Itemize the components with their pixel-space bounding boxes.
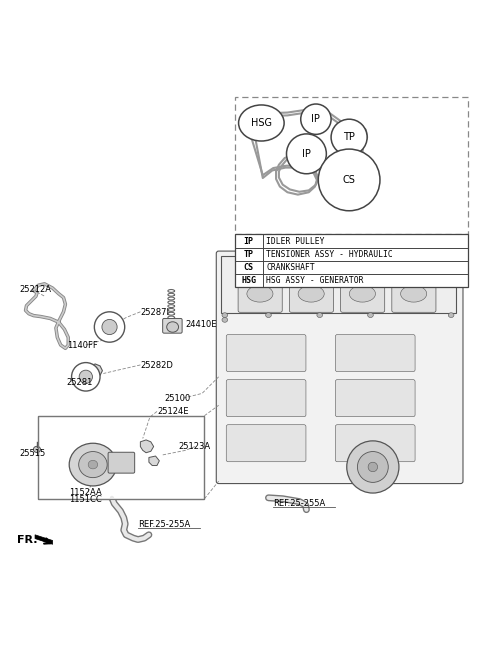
FancyBboxPatch shape xyxy=(336,380,415,417)
Text: IP: IP xyxy=(302,149,311,159)
Bar xyxy=(235,97,468,235)
Ellipse shape xyxy=(72,362,100,391)
Ellipse shape xyxy=(265,313,271,317)
Text: HSG: HSG xyxy=(241,275,256,284)
Text: REF.25-255A: REF.25-255A xyxy=(273,500,325,508)
Text: CRANKSHAFT: CRANKSHAFT xyxy=(266,263,315,271)
FancyBboxPatch shape xyxy=(336,335,415,371)
Ellipse shape xyxy=(298,286,324,302)
FancyBboxPatch shape xyxy=(289,261,334,313)
Text: 1151CC: 1151CC xyxy=(69,494,102,504)
Text: 25212A: 25212A xyxy=(19,284,51,294)
Text: 25281: 25281 xyxy=(67,379,93,387)
Text: TP: TP xyxy=(343,132,355,142)
Text: 25287I: 25287I xyxy=(140,308,169,317)
Ellipse shape xyxy=(287,134,326,174)
Ellipse shape xyxy=(247,286,273,302)
Text: 24410E: 24410E xyxy=(185,320,217,329)
Text: 25282D: 25282D xyxy=(140,362,173,370)
Bar xyxy=(38,416,204,499)
Ellipse shape xyxy=(79,370,93,383)
FancyBboxPatch shape xyxy=(226,335,306,371)
Text: TENSIONER ASSY - HYDRAULIC: TENSIONER ASSY - HYDRAULIC xyxy=(266,250,393,258)
Polygon shape xyxy=(140,440,154,453)
Text: IP: IP xyxy=(243,237,253,245)
Text: 1152AA: 1152AA xyxy=(69,488,102,496)
Polygon shape xyxy=(79,364,102,384)
Ellipse shape xyxy=(347,441,399,493)
FancyBboxPatch shape xyxy=(163,318,182,333)
Ellipse shape xyxy=(95,312,125,342)
Text: IDLER PULLEY: IDLER PULLEY xyxy=(266,237,324,245)
FancyBboxPatch shape xyxy=(392,261,436,313)
Text: FR.: FR. xyxy=(17,534,37,545)
Ellipse shape xyxy=(317,313,323,317)
Text: 25100: 25100 xyxy=(164,394,191,403)
Bar xyxy=(221,256,456,313)
Ellipse shape xyxy=(448,313,454,317)
Ellipse shape xyxy=(401,286,427,302)
Bar xyxy=(235,235,468,286)
Polygon shape xyxy=(35,535,53,544)
Text: REF.25-255A: REF.25-255A xyxy=(138,521,190,529)
Text: 25515: 25515 xyxy=(19,449,46,458)
FancyBboxPatch shape xyxy=(336,424,415,462)
FancyBboxPatch shape xyxy=(226,424,306,462)
Ellipse shape xyxy=(34,446,40,453)
Text: 25124E: 25124E xyxy=(157,407,189,416)
Ellipse shape xyxy=(222,313,228,317)
Ellipse shape xyxy=(79,451,107,477)
Text: 1140FF: 1140FF xyxy=(67,341,97,349)
FancyBboxPatch shape xyxy=(238,261,282,313)
Text: IP: IP xyxy=(312,114,320,124)
Ellipse shape xyxy=(349,286,375,302)
Text: CS: CS xyxy=(343,175,356,185)
Ellipse shape xyxy=(88,460,97,469)
Ellipse shape xyxy=(368,313,373,317)
Text: CS: CS xyxy=(243,263,253,271)
Ellipse shape xyxy=(239,105,284,141)
Ellipse shape xyxy=(368,462,378,472)
FancyBboxPatch shape xyxy=(341,261,384,313)
Ellipse shape xyxy=(167,322,179,332)
FancyBboxPatch shape xyxy=(226,380,306,417)
Ellipse shape xyxy=(318,149,380,211)
Text: HSG: HSG xyxy=(251,118,272,128)
Polygon shape xyxy=(149,456,159,466)
Ellipse shape xyxy=(69,443,117,486)
FancyBboxPatch shape xyxy=(108,453,135,473)
Ellipse shape xyxy=(102,319,117,335)
Ellipse shape xyxy=(222,317,228,322)
Ellipse shape xyxy=(358,451,388,483)
Text: HSG ASSY - GENERATOR: HSG ASSY - GENERATOR xyxy=(266,275,363,284)
Text: TP: TP xyxy=(243,250,253,258)
Bar xyxy=(38,416,204,499)
Ellipse shape xyxy=(331,119,367,155)
FancyBboxPatch shape xyxy=(216,251,463,483)
Text: 25123A: 25123A xyxy=(179,442,210,451)
Ellipse shape xyxy=(301,104,331,134)
